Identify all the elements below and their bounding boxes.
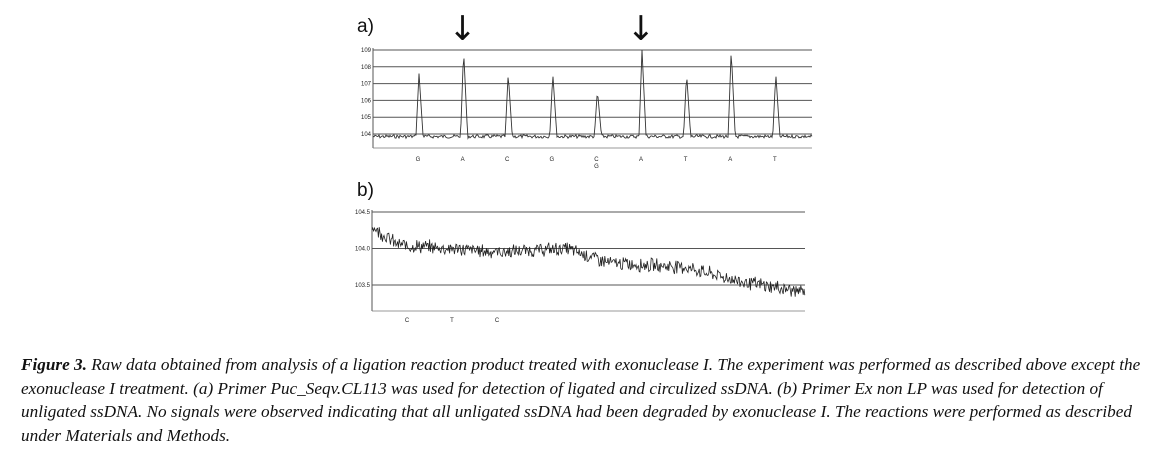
arrow-indicator: ↓ xyxy=(627,9,656,49)
base-label-a: C xyxy=(505,157,510,163)
base-label-a: A xyxy=(461,157,465,163)
panel-b-label: b) xyxy=(357,180,374,201)
y-tick-label: 107 xyxy=(361,82,372,88)
y-tick-label: 104.0 xyxy=(355,247,371,253)
base-label-a: G xyxy=(549,157,554,163)
base-label-a: G xyxy=(594,164,599,170)
caption-label: Figure 3. xyxy=(21,355,87,374)
panel-a-signal-trace xyxy=(372,49,813,140)
y-tick-label: 109 xyxy=(361,48,372,54)
base-label-a: T xyxy=(773,157,777,163)
y-tick-label: 106 xyxy=(361,98,372,104)
base-label-a: A xyxy=(639,157,643,163)
y-tick-label: 105 xyxy=(361,115,372,121)
caption-text: Raw data obtained from analysis of a lig… xyxy=(21,355,1141,445)
figure-caption: Figure 3. Raw data obtained from analysi… xyxy=(21,353,1151,447)
base-label-b: C xyxy=(405,318,410,324)
y-tick-label: 104.5 xyxy=(355,210,371,216)
arrow-indicator: ↓ xyxy=(448,9,477,49)
base-label-a: C xyxy=(594,157,599,163)
panel-b-pyrogram: b) 104.5 104.0 103.5 C T C xyxy=(355,180,806,324)
panel-b-signal-trace xyxy=(371,226,806,297)
base-label-b: C xyxy=(495,318,500,324)
panel-a-label: a) xyxy=(357,16,374,37)
y-tick-label: 103.5 xyxy=(355,283,371,289)
base-label-a: A xyxy=(728,157,732,163)
base-label-a: T xyxy=(684,157,688,163)
y-tick-label: 108 xyxy=(361,65,372,71)
base-label-b: T xyxy=(450,318,454,324)
y-tick-label: 104 xyxy=(361,132,372,138)
base-label-a: G xyxy=(416,157,421,163)
